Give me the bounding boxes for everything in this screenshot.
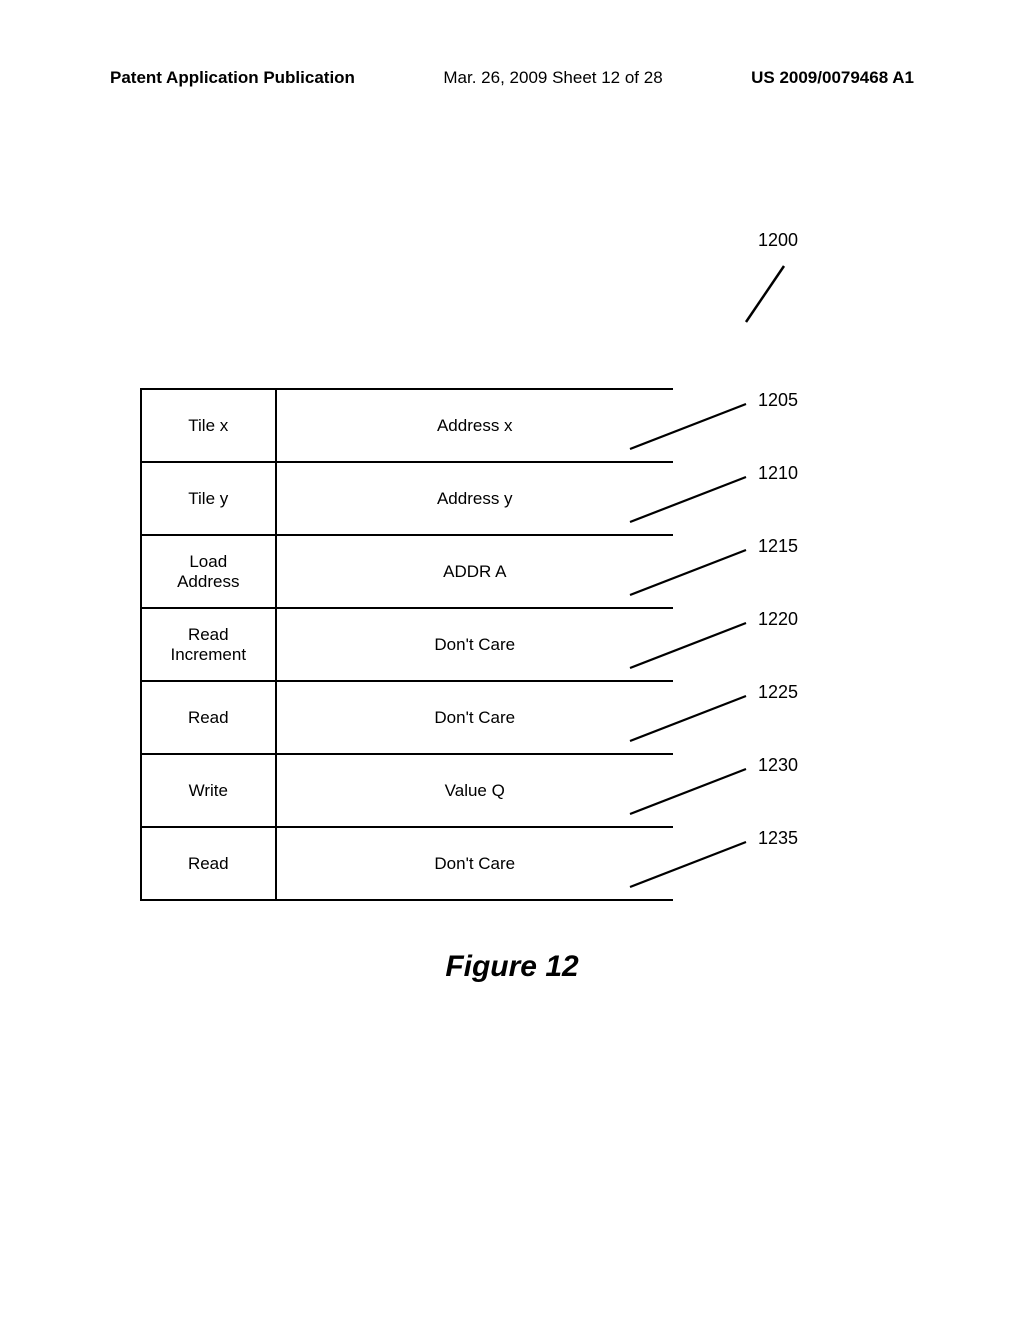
- row-left-label: Tile y: [142, 463, 277, 536]
- table-row: ReadDon't Care: [142, 828, 673, 901]
- row-lead-line: [626, 838, 750, 891]
- page: Patent Application Publication Mar. 26, …: [0, 0, 1024, 1320]
- row-ref-number: 1235: [758, 828, 798, 849]
- row-ref-number: 1210: [758, 463, 798, 484]
- row-right-value: Don't Care: [277, 828, 673, 901]
- row-lead-line: [626, 765, 750, 818]
- row-lead-line: [626, 546, 750, 599]
- row-left-label: Tile x: [142, 390, 277, 463]
- table-row: Tile yAddress y: [142, 463, 673, 536]
- row-right-value: ADDR A: [277, 536, 673, 609]
- figure-ref-number: 1200: [758, 230, 798, 251]
- row-lead-line: [626, 473, 750, 526]
- row-left-label: Read: [142, 682, 277, 755]
- row-left-label: ReadIncrement: [142, 609, 277, 682]
- packet-table: Tile xAddress xTile yAddress yLoadAddres…: [140, 388, 673, 901]
- row-ref-number: 1230: [758, 755, 798, 776]
- row-left-label: LoadAddress: [142, 536, 277, 609]
- row-right-value: Value Q: [277, 755, 673, 828]
- header-right: US 2009/0079468 A1: [751, 68, 914, 88]
- header-center: Mar. 26, 2009 Sheet 12 of 28: [355, 68, 751, 88]
- header-left: Patent Application Publication: [110, 68, 355, 88]
- row-ref-number: 1205: [758, 390, 798, 411]
- row-lead-line: [626, 692, 750, 745]
- table-row: LoadAddressADDR A: [142, 536, 673, 609]
- table-row: ReadDon't Care: [142, 682, 673, 755]
- row-ref-number: 1215: [758, 536, 798, 557]
- row-ref-number: 1220: [758, 609, 798, 630]
- figure-ref-lead-line: [740, 262, 788, 326]
- row-left-label: Write: [142, 755, 277, 828]
- row-right-value: Don't Care: [277, 609, 673, 682]
- row-left-label: Read: [142, 828, 277, 901]
- row-right-value: Address y: [277, 463, 673, 536]
- row-right-value: Don't Care: [277, 682, 673, 755]
- row-lead-line: [626, 619, 750, 672]
- page-header: Patent Application Publication Mar. 26, …: [110, 68, 914, 88]
- row-right-value: Address x: [277, 390, 673, 463]
- figure-caption: Figure 12: [0, 950, 1024, 984]
- row-ref-number: 1225: [758, 682, 798, 703]
- row-lead-line: [626, 400, 750, 453]
- table-row: Tile xAddress x: [142, 390, 673, 463]
- table-row: ReadIncrementDon't Care: [142, 609, 673, 682]
- table-row: WriteValue Q: [142, 755, 673, 828]
